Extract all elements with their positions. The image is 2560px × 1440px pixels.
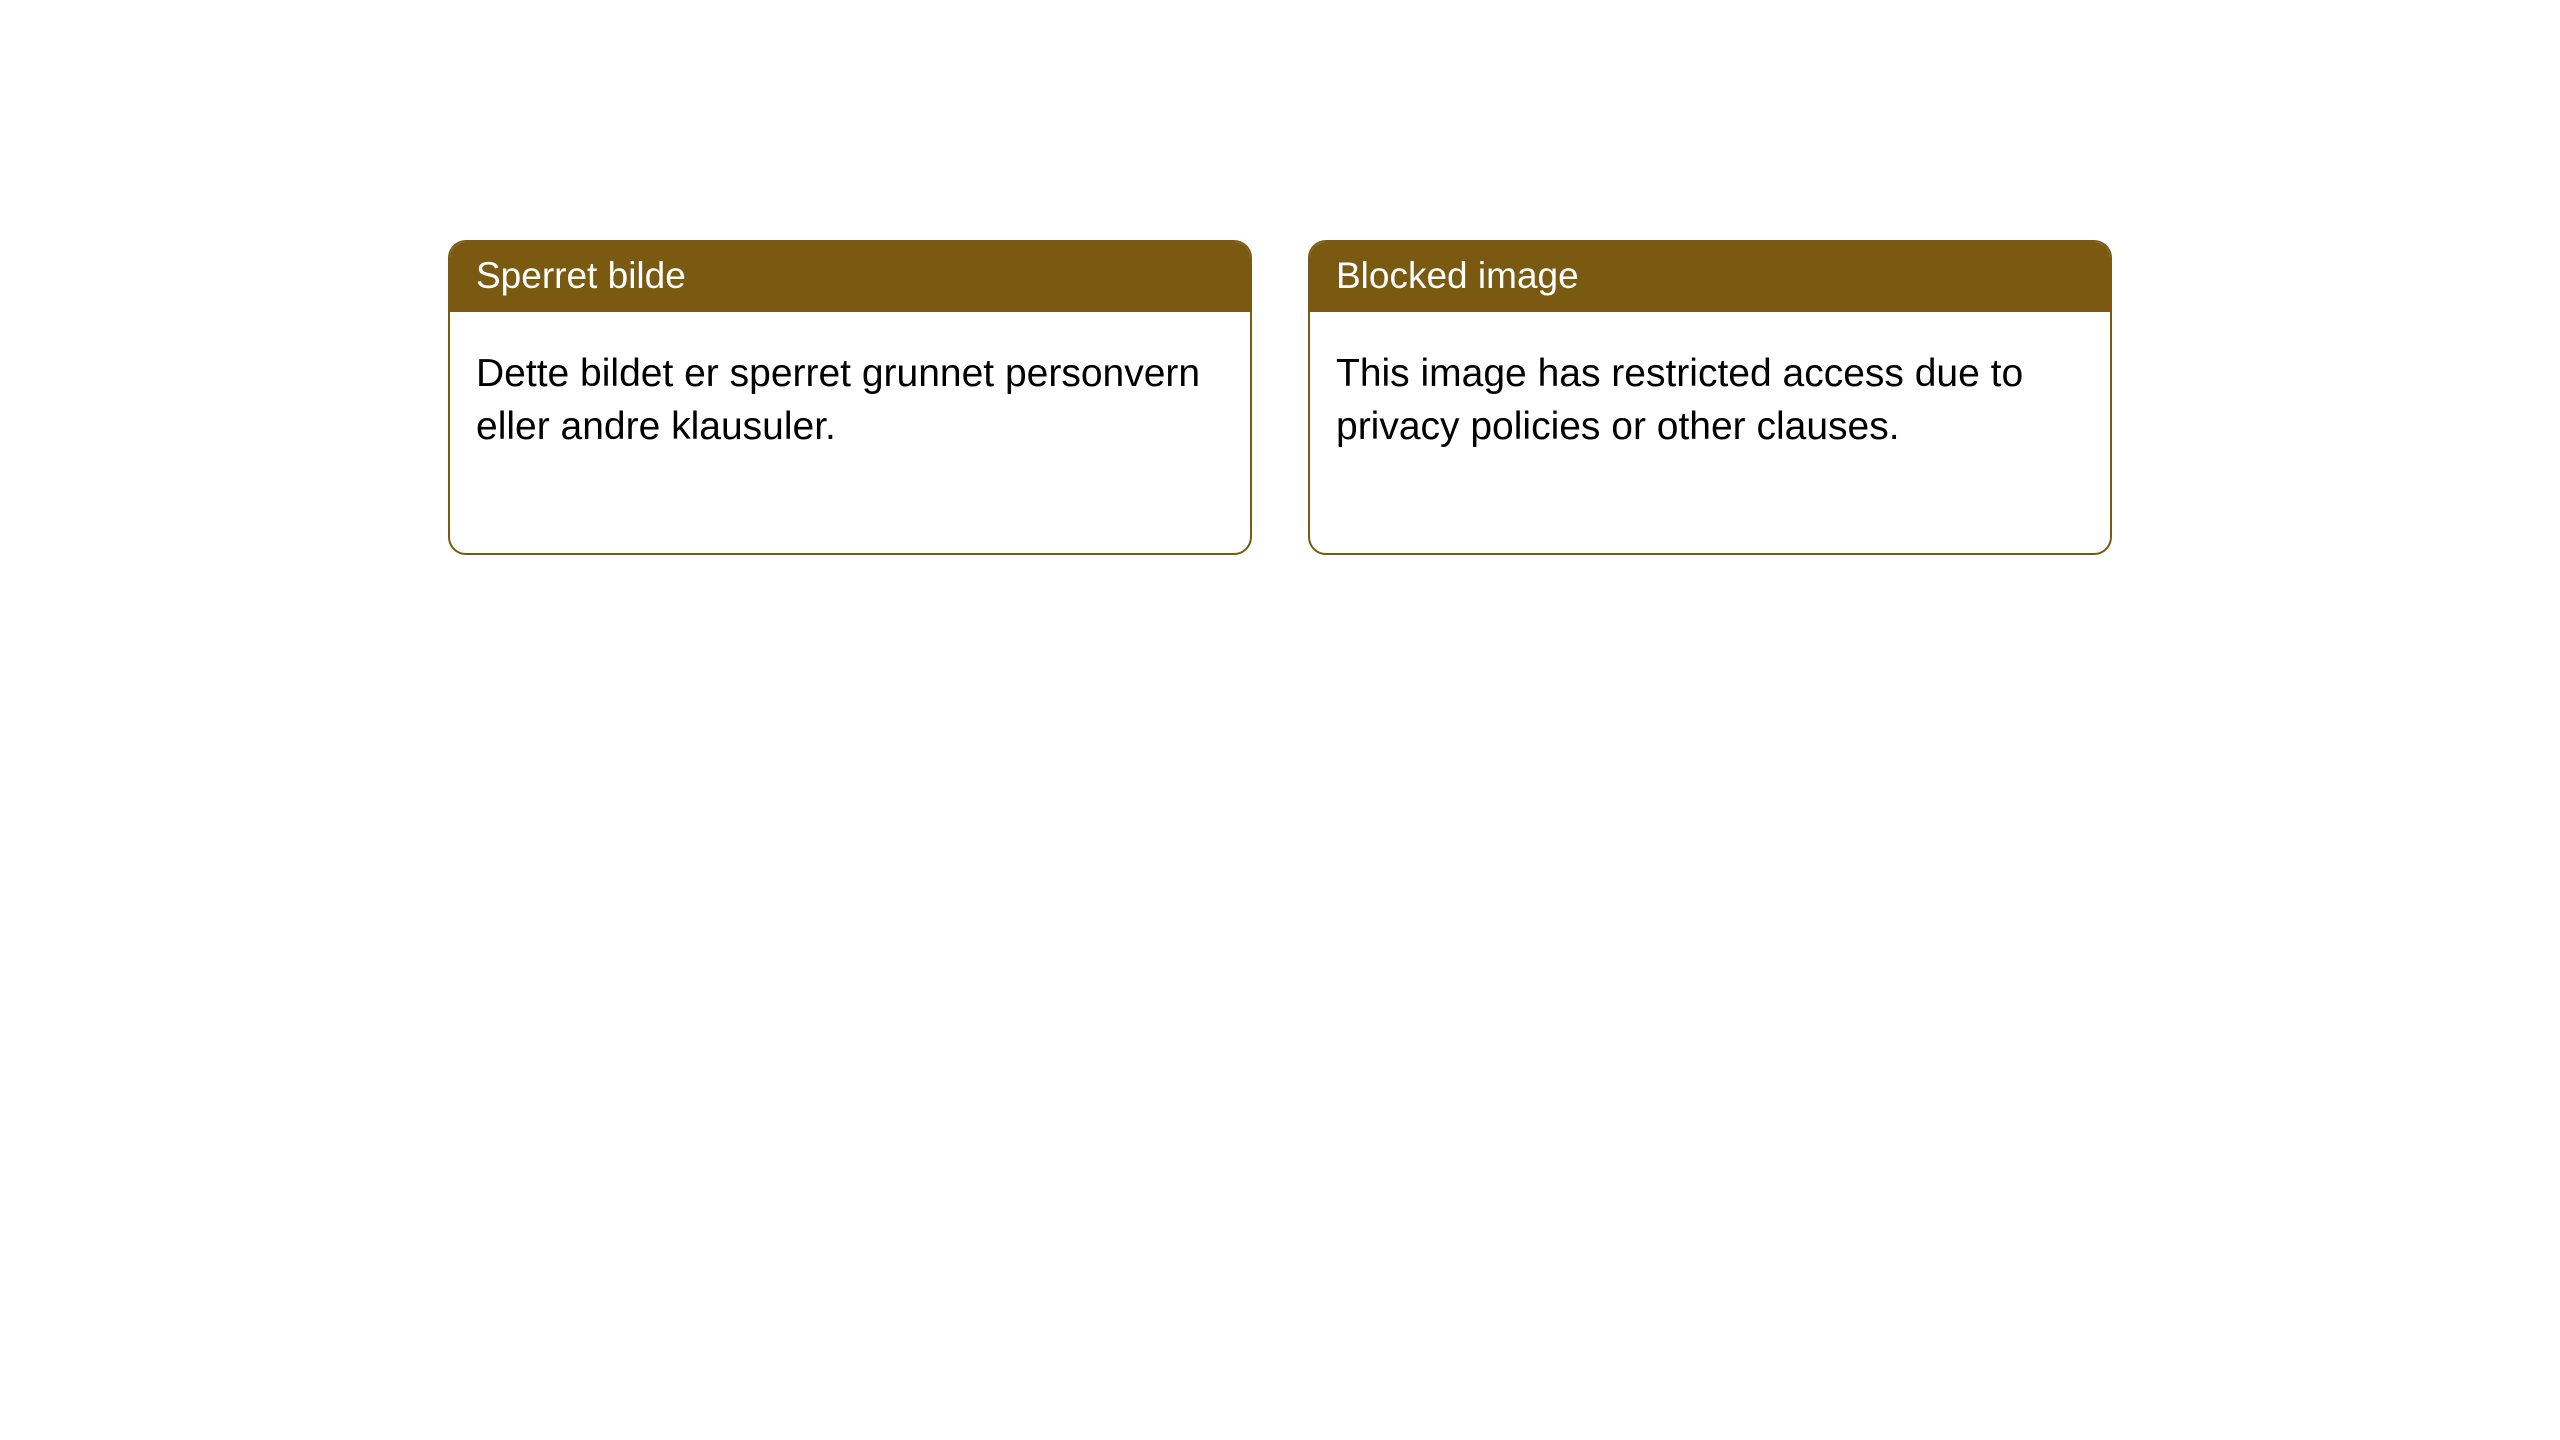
card-body: Dette bildet er sperret grunnet personve…: [450, 312, 1250, 553]
card-body: This image has restricted access due to …: [1310, 312, 2110, 553]
blocked-image-card-en: Blocked image This image has restricted …: [1308, 240, 2112, 555]
card-header: Sperret bilde: [450, 242, 1250, 312]
blocked-image-card-no: Sperret bilde Dette bildet er sperret gr…: [448, 240, 1252, 555]
card-header: Blocked image: [1310, 242, 2110, 312]
notice-container: Sperret bilde Dette bildet er sperret gr…: [448, 240, 2112, 555]
